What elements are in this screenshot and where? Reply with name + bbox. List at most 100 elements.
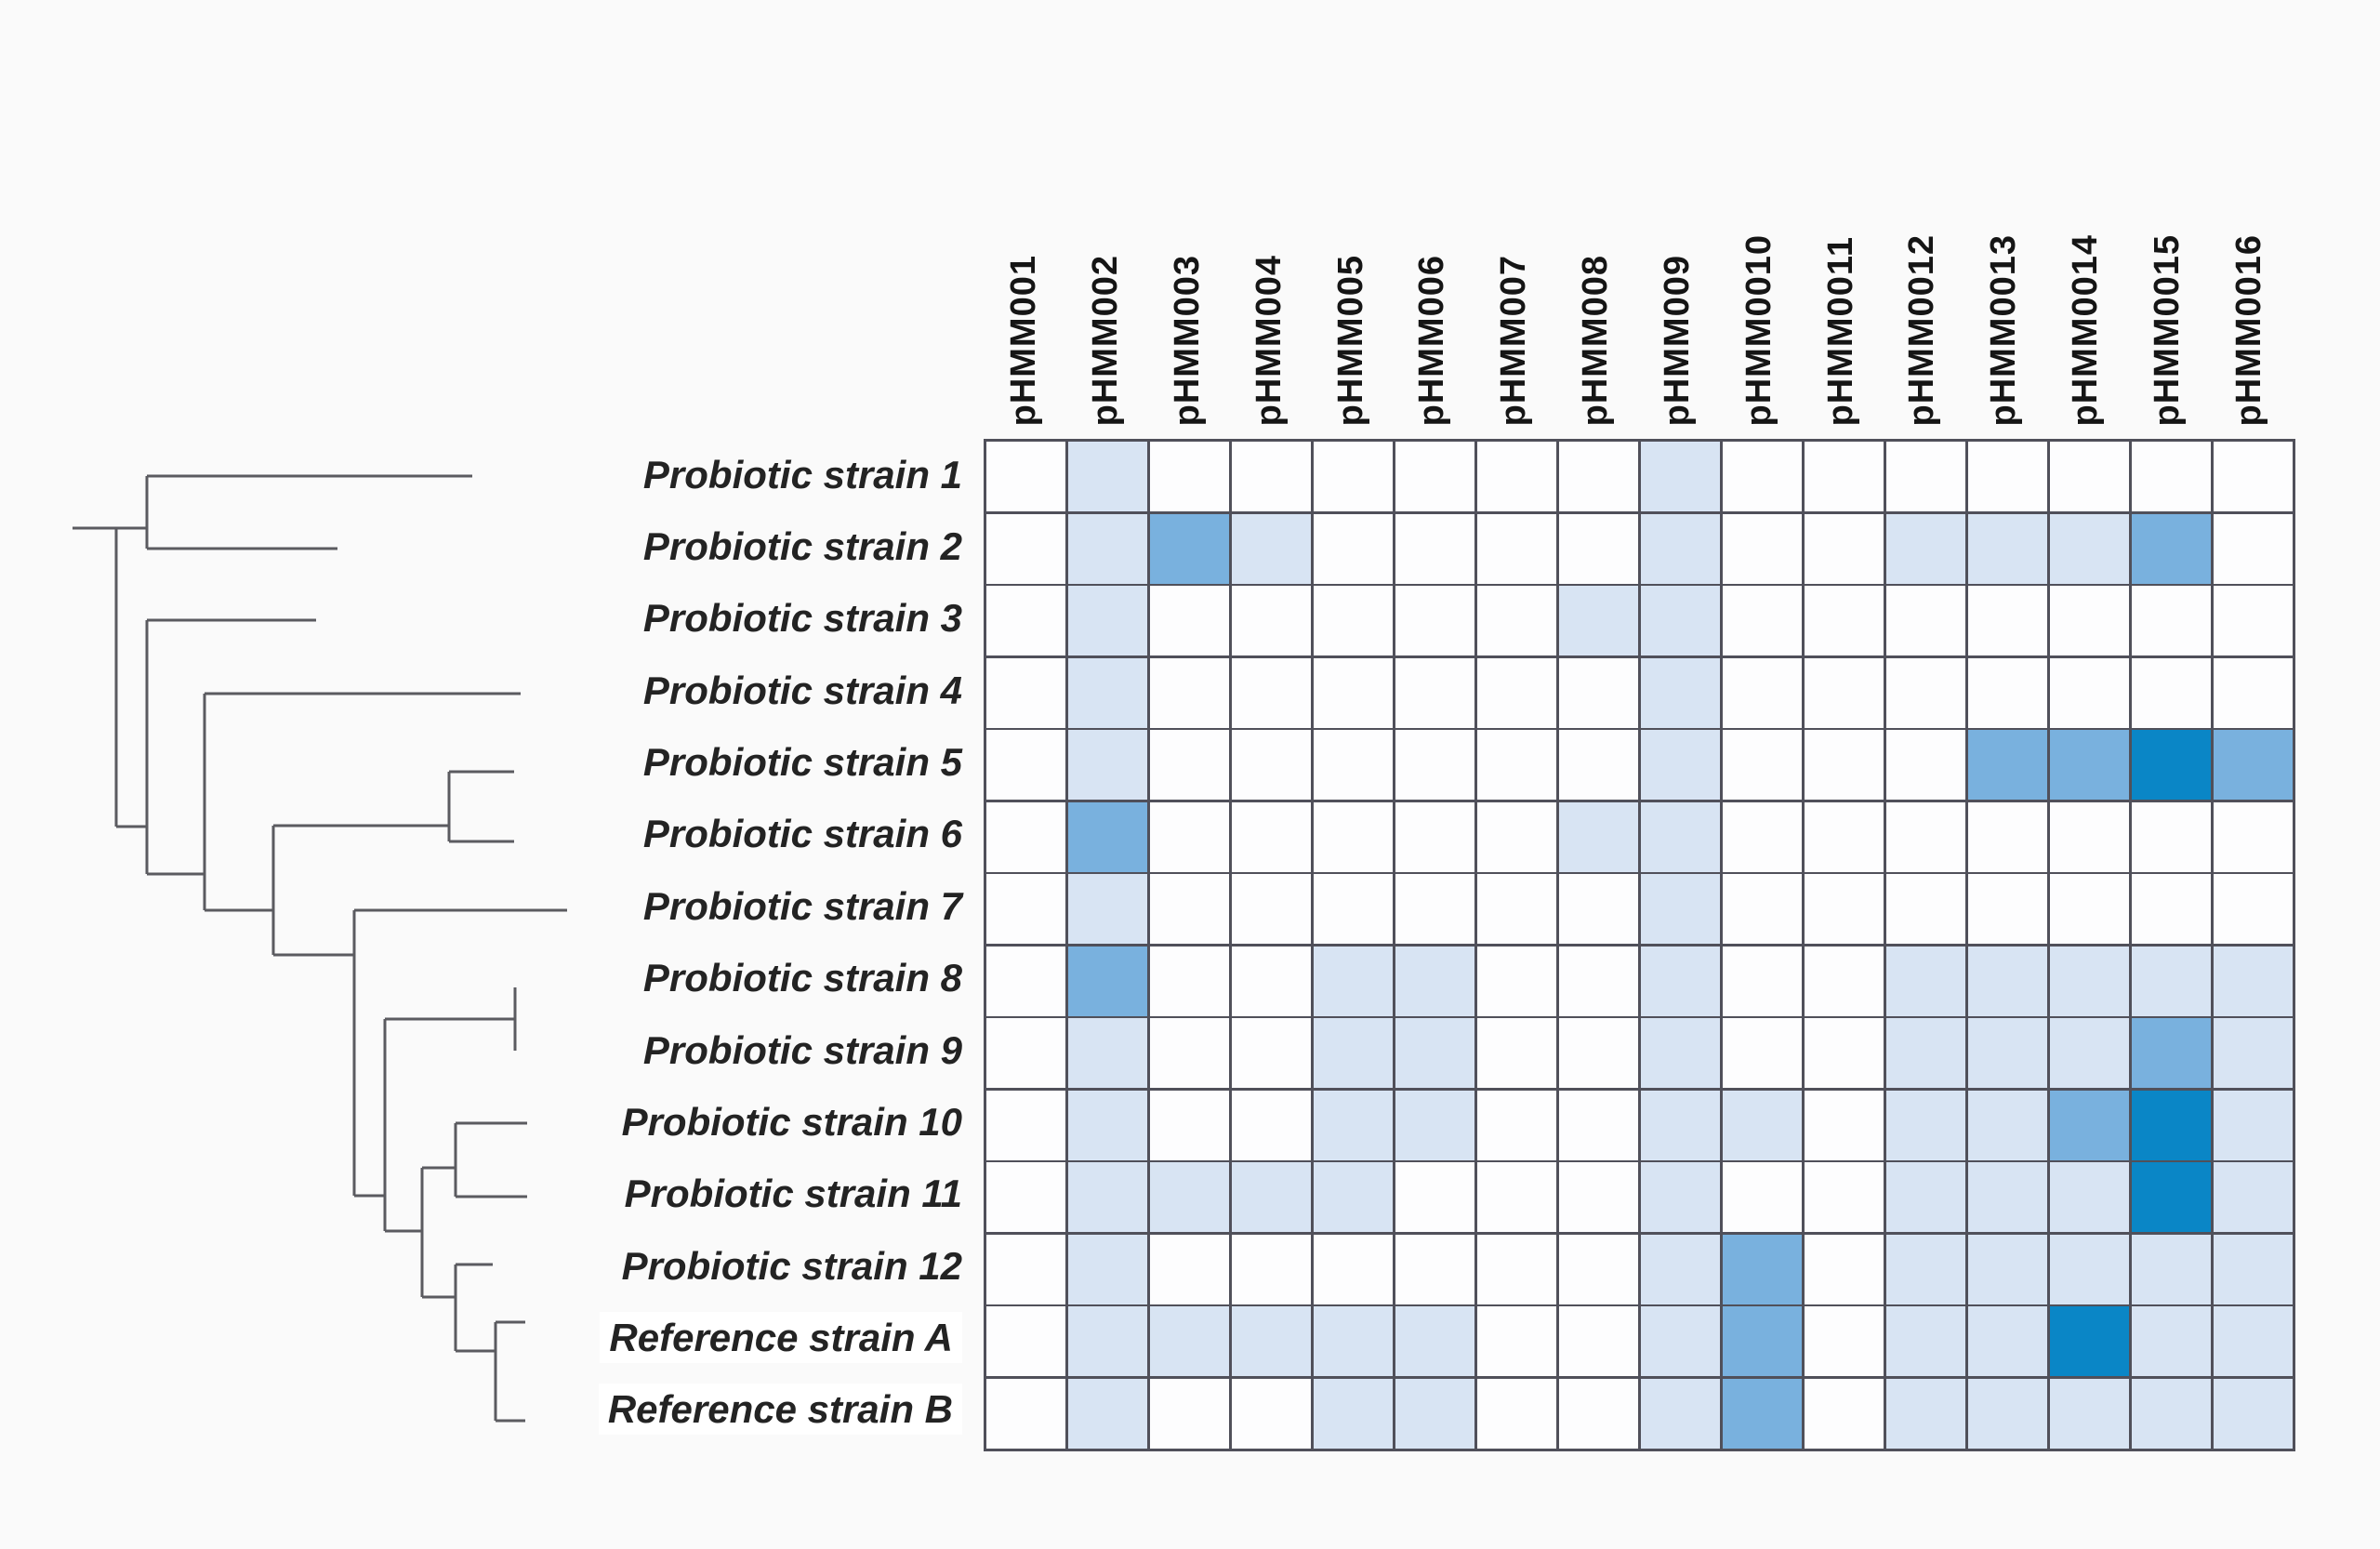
cell-Probiotic strain 8-pHMM007 <box>1476 946 1557 1016</box>
cell-Reference strain B-pHMM0012 <box>1885 1378 1966 1449</box>
cell-Reference strain A-pHMM007 <box>1476 1306 1557 1377</box>
cell-Reference strain A-pHMM0010 <box>1722 1306 1803 1377</box>
cell-Probiotic strain 5-pHMM002 <box>1067 730 1148 801</box>
cell-Probiotic strain 1-pHMM005 <box>1313 442 1394 512</box>
cell-Reference strain B-pHMM0013 <box>1967 1378 2048 1449</box>
cell-Probiotic strain 2-pHMM004 <box>1231 513 1312 584</box>
cell-Probiotic strain 10-pHMM0016 <box>2213 1090 2293 1160</box>
cell-Probiotic strain 4-pHMM0015 <box>2131 657 2212 728</box>
cell-Probiotic strain 2-pHMM008 <box>1558 513 1639 584</box>
cell-Probiotic strain 8-pHMM0012 <box>1885 946 1966 1016</box>
cell-Probiotic strain 2-pHMM0010 <box>1722 513 1803 584</box>
cell-Probiotic strain 8-pHMM006 <box>1395 946 1475 1016</box>
cell-Probiotic strain 7-pHMM002 <box>1067 874 1148 945</box>
cell-Reference strain B-pHMM007 <box>1476 1378 1557 1449</box>
cell-Probiotic strain 5-pHMM0010 <box>1722 730 1803 801</box>
cell-Probiotic strain 9-pHMM003 <box>1149 1018 1230 1089</box>
cell-Probiotic strain 1-pHMM0012 <box>1885 442 1966 512</box>
column-header: pHMM001 <box>984 130 1065 426</box>
cell-Probiotic strain 2-pHMM007 <box>1476 513 1557 584</box>
cell-Probiotic strain 8-pHMM005 <box>1313 946 1394 1016</box>
cell-Probiotic strain 6-pHMM0012 <box>1885 801 1966 872</box>
cell-Probiotic strain 6-pHMM009 <box>1640 801 1721 872</box>
cell-Probiotic strain 3-pHMM0016 <box>2213 586 2293 656</box>
cell-Probiotic strain 6-pHMM003 <box>1149 801 1230 872</box>
cell-Probiotic strain 11-pHMM0013 <box>1967 1162 2048 1233</box>
cell-Probiotic strain 6-pHMM0014 <box>2049 801 2130 872</box>
cell-Probiotic strain 9-pHMM0012 <box>1885 1018 1966 1089</box>
cell-Reference strain B-pHMM002 <box>1067 1378 1148 1449</box>
cell-Probiotic strain 1-pHMM008 <box>1558 442 1639 512</box>
cell-Reference strain B-pHMM0011 <box>1804 1378 1884 1449</box>
cell-Probiotic strain 8-pHMM003 <box>1149 946 1230 1016</box>
cell-Probiotic strain 11-pHMM0011 <box>1804 1162 1884 1233</box>
cell-Probiotic strain 10-pHMM0014 <box>2049 1090 2130 1160</box>
cell-Probiotic strain 10-pHMM005 <box>1313 1090 1394 1160</box>
cell-Reference strain B-pHMM001 <box>986 1378 1066 1449</box>
cell-Probiotic strain 11-pHMM0016 <box>2213 1162 2293 1233</box>
cell-Probiotic strain 5-pHMM004 <box>1231 730 1312 801</box>
column-header: pHMM009 <box>1637 130 1719 426</box>
cell-Probiotic strain 12-pHMM0015 <box>2131 1234 2212 1304</box>
cell-Probiotic strain 9-pHMM004 <box>1231 1018 1312 1089</box>
cell-Probiotic strain 3-pHMM009 <box>1640 586 1721 656</box>
cell-Probiotic strain 5-pHMM003 <box>1149 730 1230 801</box>
cell-Probiotic strain 9-pHMM0014 <box>2049 1018 2130 1089</box>
column-header-text: pHMM0014 <box>2065 233 2105 427</box>
column-header-text: pHMM005 <box>1330 254 1370 426</box>
cell-Probiotic strain 10-pHMM002 <box>1067 1090 1148 1160</box>
cell-Probiotic strain 5-pHMM0014 <box>2049 730 2130 801</box>
cell-Probiotic strain 10-pHMM0010 <box>1722 1090 1803 1160</box>
row-label-text-highlighted: Reference strain B <box>598 1384 962 1436</box>
row-label: Probiotic strain 4 <box>642 668 962 712</box>
cell-Probiotic strain 8-pHMM0014 <box>2049 946 2130 1016</box>
column-header: pHMM0013 <box>1964 130 2045 427</box>
row-label: Probiotic strain 5 <box>642 740 962 785</box>
cell-Probiotic strain 6-pHMM0013 <box>1967 801 2048 872</box>
column-header: pHMM006 <box>1392 130 1474 426</box>
cell-Probiotic strain 1-pHMM0013 <box>1967 442 2048 512</box>
cell-Probiotic strain 3-pHMM002 <box>1067 586 1148 656</box>
cell-Probiotic strain 7-pHMM0013 <box>1967 874 2048 945</box>
cell-Reference strain A-pHMM003 <box>1149 1306 1230 1377</box>
column-header: pHMM003 <box>1147 130 1229 426</box>
cell-Probiotic strain 11-pHMM001 <box>986 1162 1066 1233</box>
column-header: pHMM002 <box>1065 130 1147 426</box>
cell-Probiotic strain 4-pHMM002 <box>1067 657 1148 728</box>
cell-Probiotic strain 9-pHMM0013 <box>1967 1018 2048 1089</box>
cell-Probiotic strain 11-pHMM004 <box>1231 1162 1312 1233</box>
column-header-text: pHMM0015 <box>2147 233 2187 427</box>
cell-Reference strain B-pHMM004 <box>1231 1378 1312 1449</box>
cell-Probiotic strain 9-pHMM0010 <box>1722 1018 1803 1089</box>
cell-Probiotic strain 5-pHMM001 <box>986 730 1066 801</box>
column-header-text: pHMM009 <box>1657 254 1697 426</box>
cell-Probiotic strain 10-pHMM004 <box>1231 1090 1312 1160</box>
row-label-text-highlighted: Reference strain A <box>600 1311 962 1363</box>
column-header-text: pHMM0013 <box>1984 233 2024 427</box>
cell-Probiotic strain 4-pHMM0013 <box>1967 657 2048 728</box>
cell-Probiotic strain 10-pHMM008 <box>1558 1090 1639 1160</box>
cell-Probiotic strain 3-pHMM006 <box>1395 586 1475 656</box>
cell-Probiotic strain 7-pHMM0011 <box>1804 874 1884 945</box>
cell-Probiotic strain 1-pHMM0016 <box>2213 442 2293 512</box>
column-header-text: pHMM004 <box>1249 254 1289 426</box>
cell-Probiotic strain 4-pHMM001 <box>986 657 1066 728</box>
column-header-text: pHMM003 <box>1168 254 1208 426</box>
cell-Probiotic strain 4-pHMM0016 <box>2213 657 2293 728</box>
cell-Probiotic strain 1-pHMM009 <box>1640 442 1721 512</box>
cell-Reference strain A-pHMM009 <box>1640 1306 1721 1377</box>
cell-Probiotic strain 5-pHMM007 <box>1476 730 1557 801</box>
cell-Probiotic strain 6-pHMM0016 <box>2213 801 2293 872</box>
cell-Probiotic strain 10-pHMM007 <box>1476 1090 1557 1160</box>
cell-Probiotic strain 9-pHMM0011 <box>1804 1018 1884 1089</box>
row-label: Probiotic strain 2 <box>642 524 962 569</box>
row-label: Reference strain B <box>479 1384 962 1436</box>
cell-Reference strain B-pHMM003 <box>1149 1378 1230 1449</box>
cell-Probiotic strain 7-pHMM0012 <box>1885 874 1966 945</box>
cell-Probiotic strain 1-pHMM0010 <box>1722 442 1803 512</box>
cell-Probiotic strain 8-pHMM0010 <box>1722 946 1803 1016</box>
cell-Probiotic strain 6-pHMM002 <box>1067 801 1148 872</box>
cell-Probiotic strain 6-pHMM004 <box>1231 801 1312 872</box>
cell-Probiotic strain 7-pHMM006 <box>1395 874 1475 945</box>
cell-Reference strain B-pHMM0014 <box>2049 1378 2130 1449</box>
